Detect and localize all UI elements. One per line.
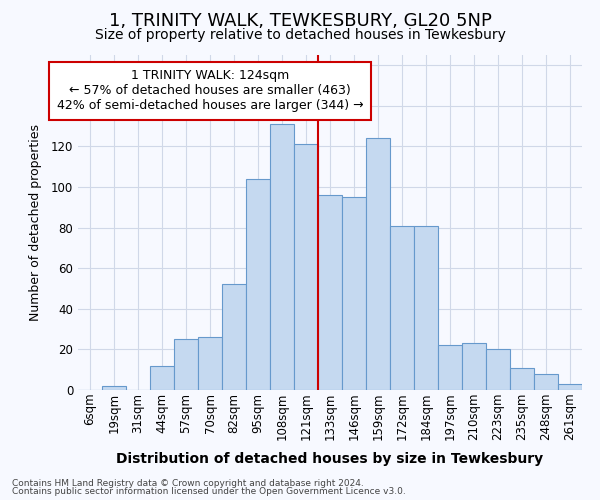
Bar — [102, 386, 126, 390]
Text: Contains public sector information licensed under the Open Government Licence v3: Contains public sector information licen… — [12, 487, 406, 496]
Bar — [414, 226, 438, 390]
Bar — [534, 374, 558, 390]
Y-axis label: Number of detached properties: Number of detached properties — [29, 124, 43, 321]
Text: Size of property relative to detached houses in Tewkesbury: Size of property relative to detached ho… — [95, 28, 505, 42]
Bar — [390, 226, 414, 390]
Bar — [270, 124, 294, 390]
Bar — [198, 337, 222, 390]
Bar — [150, 366, 174, 390]
Bar — [342, 197, 366, 390]
Text: 1 TRINITY WALK: 124sqm
← 57% of detached houses are smaller (463)
42% of semi-de: 1 TRINITY WALK: 124sqm ← 57% of detached… — [56, 69, 364, 112]
Bar — [486, 350, 510, 390]
Bar — [462, 344, 486, 390]
X-axis label: Distribution of detached houses by size in Tewkesbury: Distribution of detached houses by size … — [116, 452, 544, 466]
Text: Contains HM Land Registry data © Crown copyright and database right 2024.: Contains HM Land Registry data © Crown c… — [12, 478, 364, 488]
Bar — [294, 144, 318, 390]
Bar — [558, 384, 582, 390]
Bar — [510, 368, 534, 390]
Bar — [438, 346, 462, 390]
Text: 1, TRINITY WALK, TEWKESBURY, GL20 5NP: 1, TRINITY WALK, TEWKESBURY, GL20 5NP — [109, 12, 491, 30]
Bar — [366, 138, 390, 390]
Bar — [318, 195, 342, 390]
Bar — [174, 339, 198, 390]
Bar — [246, 179, 270, 390]
Bar — [222, 284, 246, 390]
